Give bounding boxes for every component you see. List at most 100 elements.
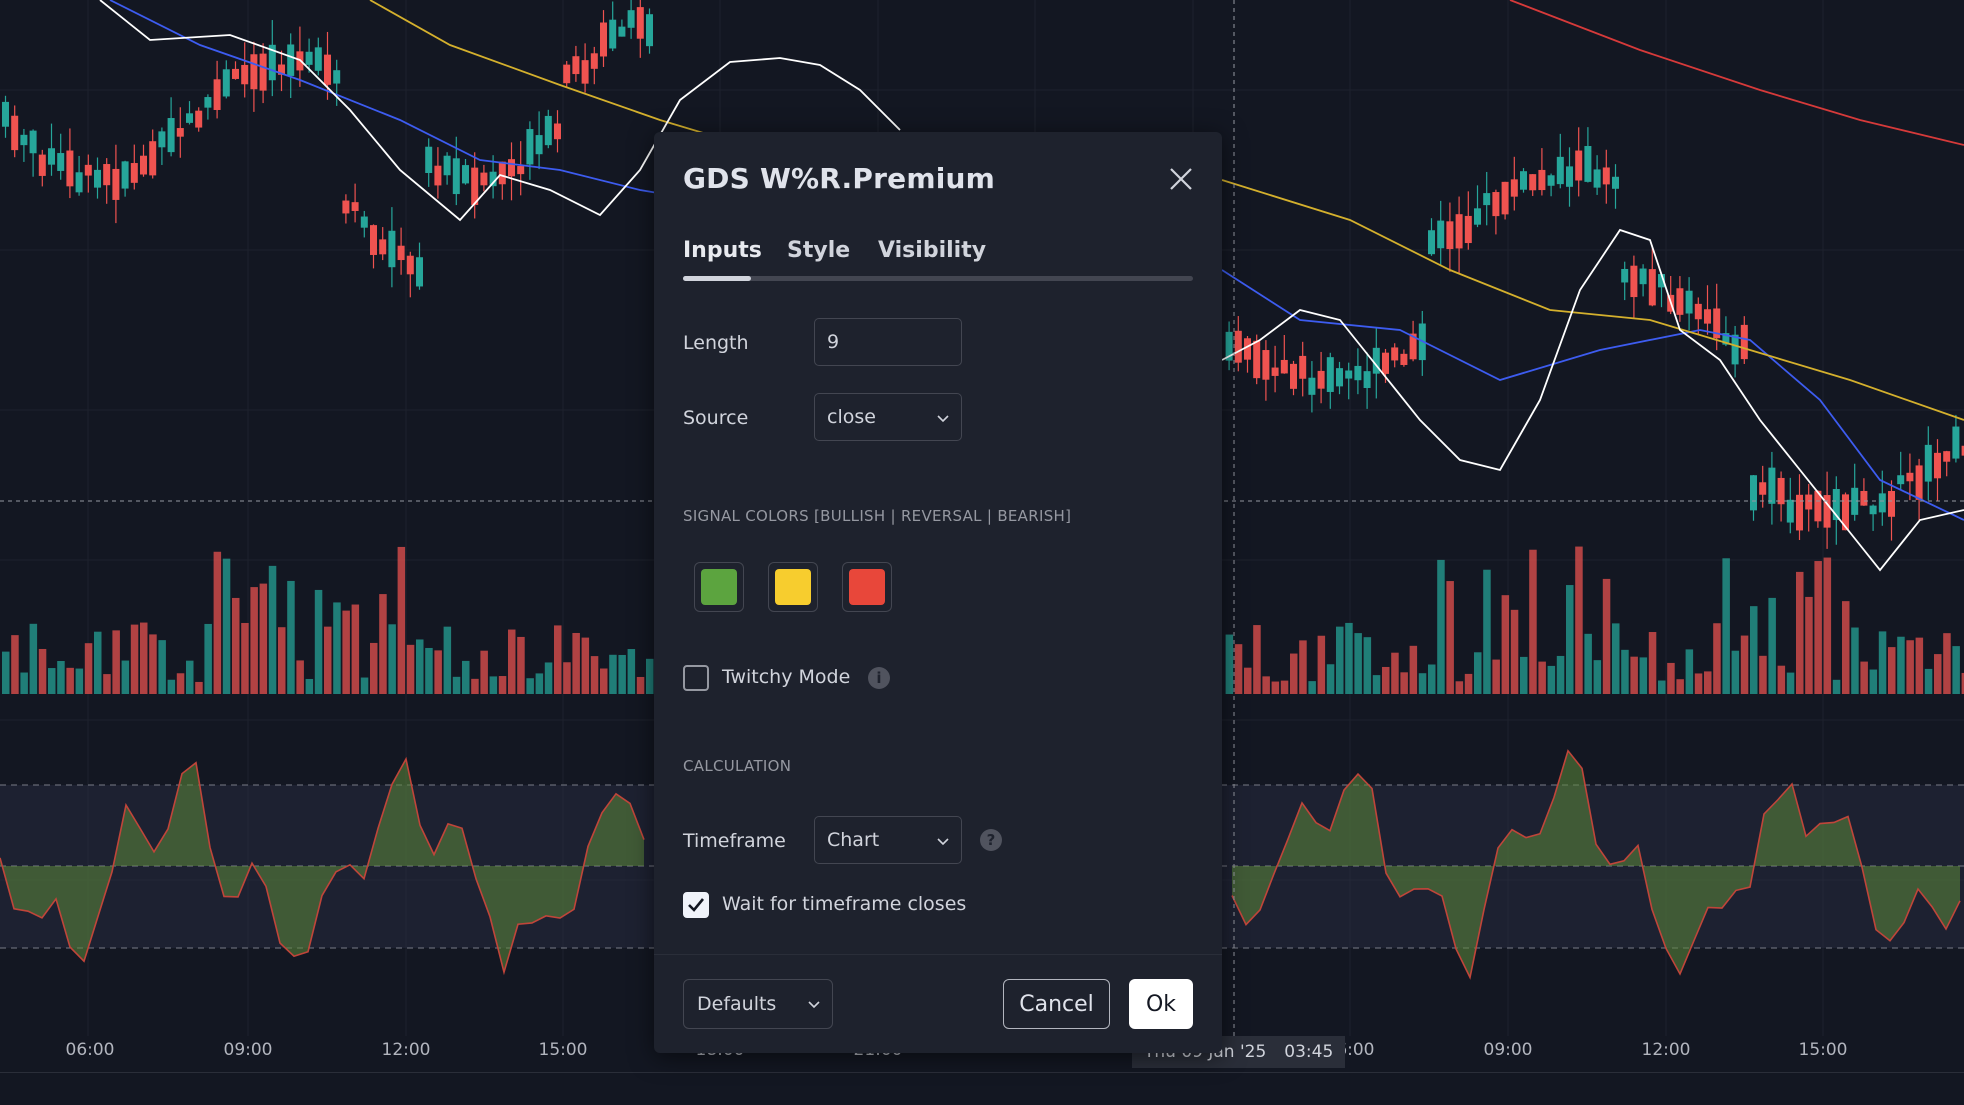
candle-body — [1326, 357, 1334, 392]
volume-bar — [204, 623, 212, 694]
signal-colors-title: SIGNAL COLORS [BULLISH | REVERSAL | BEAR… — [683, 507, 1072, 525]
ma-yellow-line — [1221, 179, 1964, 421]
ok-button[interactable]: Ok — [1129, 979, 1193, 1029]
volume-bar — [1814, 561, 1822, 694]
volume-bar — [176, 673, 185, 694]
volume-bar — [213, 551, 222, 694]
timeframe-select[interactable]: Chart — [814, 816, 962, 864]
volume-bar — [480, 650, 488, 694]
candle-body — [646, 14, 653, 47]
volume-bar — [452, 676, 461, 694]
candle-body — [1234, 330, 1242, 363]
volume-bar — [11, 635, 19, 694]
volume-bar — [1566, 585, 1574, 694]
volume-bar — [1391, 652, 1399, 694]
candle-body — [1869, 505, 1877, 515]
candle-body — [1704, 309, 1711, 324]
volume-bar — [250, 587, 258, 694]
volume-bar — [636, 676, 645, 694]
volume-bar — [1759, 655, 1767, 694]
twitchy-mode-checkbox[interactable] — [683, 665, 709, 691]
ma-yellow-line — [369, 0, 881, 151]
bullish-color-fill — [701, 569, 737, 605]
candle-body — [452, 158, 460, 195]
volume-bar — [112, 630, 120, 694]
candle-body — [1575, 150, 1583, 181]
candle-body — [1225, 331, 1233, 361]
candle-body — [517, 166, 525, 175]
candle-body — [554, 123, 561, 140]
candle-body — [250, 54, 258, 90]
candle-body — [370, 225, 377, 255]
cancel-button[interactable]: Cancel — [1003, 979, 1110, 1029]
candle-body — [1694, 303, 1702, 320]
candle-body — [434, 165, 442, 186]
candle-body — [1952, 426, 1960, 459]
volume-bar — [1851, 627, 1859, 694]
candle-body — [1685, 290, 1693, 314]
defaults-label: Defaults — [697, 993, 777, 1015]
tab-inputs[interactable]: Inputs — [683, 238, 762, 263]
volume-bar — [29, 623, 38, 694]
candle-body — [1906, 472, 1914, 482]
candle-body — [1391, 347, 1399, 361]
volume-bar — [1253, 625, 1261, 694]
candle-body — [1750, 475, 1757, 511]
volume-bar — [370, 642, 378, 694]
candle-body — [121, 161, 129, 189]
defaults-dropdown[interactable]: Defaults — [683, 979, 833, 1029]
candle-body — [1538, 169, 1546, 191]
length-input[interactable]: 9 — [814, 318, 962, 366]
candle-body — [1639, 268, 1647, 285]
candle-body — [1363, 371, 1371, 389]
candle-body — [1658, 274, 1665, 288]
help-icon[interactable]: ? — [980, 829, 1002, 851]
volume-bar — [1704, 671, 1712, 694]
tab-style[interactable]: Style — [787, 238, 851, 263]
volume-bar — [1575, 546, 1583, 694]
candle-body — [1317, 370, 1325, 389]
volume-bar — [397, 546, 406, 694]
volume-bar — [1961, 672, 1964, 694]
dialog-title: GDS W%R.Premium — [683, 162, 995, 195]
volume-bar — [1464, 673, 1473, 694]
info-icon[interactable]: i — [868, 667, 890, 689]
volume-bar — [268, 565, 277, 694]
volume-bar — [1713, 623, 1721, 694]
crosshair-time: 03:45 — [1284, 1042, 1334, 1062]
volume-bar — [544, 662, 553, 694]
volume-bar — [1694, 673, 1703, 694]
candle-body — [333, 70, 341, 84]
reversal-color-swatch[interactable] — [768, 562, 818, 612]
candle-body — [1648, 269, 1656, 306]
candle-body — [406, 255, 414, 275]
candle-body — [1547, 175, 1555, 186]
time-axis-label: 12:00 — [1641, 1040, 1691, 1060]
source-select[interactable]: close — [814, 393, 962, 441]
candle-body — [416, 257, 423, 287]
volume-bar — [1483, 569, 1491, 694]
tab-visibility[interactable]: Visibility — [878, 238, 987, 263]
volume-bar — [1428, 664, 1436, 694]
time-axis-label: 09:00 — [1483, 1040, 1533, 1060]
volume-bar — [287, 580, 295, 694]
candle-body — [1428, 230, 1435, 255]
volume-bar — [1621, 649, 1629, 694]
candle-body — [1409, 333, 1417, 360]
candle-body — [508, 159, 515, 177]
candle-body — [66, 150, 74, 187]
bullish-color-swatch[interactable] — [694, 562, 744, 612]
bearish-color-swatch[interactable] — [842, 562, 892, 612]
volume-bar — [314, 589, 323, 694]
candle-body — [600, 22, 607, 57]
close-icon[interactable] — [1166, 164, 1196, 194]
volume-bar — [1823, 557, 1832, 694]
candle-body — [1345, 370, 1353, 379]
candle-body — [462, 165, 469, 184]
candle-body — [213, 79, 221, 110]
oscillator-line — [1231, 749, 1961, 980]
volume-bar — [1934, 654, 1942, 694]
wait-timeframe-checkbox[interactable] — [683, 892, 709, 918]
oscillator-line — [0, 756, 645, 976]
volume-bar — [1290, 653, 1298, 694]
